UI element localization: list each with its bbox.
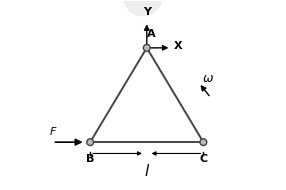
Text: Y: Y — [143, 7, 151, 17]
Circle shape — [143, 44, 150, 51]
Circle shape — [124, 0, 162, 16]
Text: $l$: $l$ — [144, 163, 150, 179]
Text: C: C — [199, 154, 207, 164]
Circle shape — [87, 139, 94, 146]
Text: B: B — [86, 154, 94, 164]
Text: $\omega$: $\omega$ — [202, 72, 214, 85]
Text: A: A — [147, 29, 155, 39]
Circle shape — [200, 139, 207, 146]
Text: F: F — [50, 127, 56, 137]
Text: X: X — [174, 41, 183, 51]
